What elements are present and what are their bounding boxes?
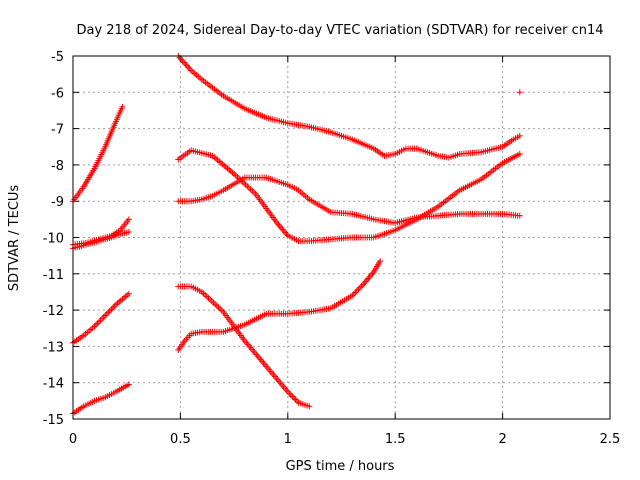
y-tick-label: -12	[43, 304, 64, 319]
series-track-8	[175, 174, 523, 226]
y-tick-label: -11	[43, 268, 64, 283]
data-point	[516, 151, 523, 158]
data-point	[125, 290, 132, 297]
series-track-11	[516, 89, 523, 96]
plot-frame	[72, 55, 611, 420]
x-tick-label: 0	[69, 432, 77, 447]
data-point	[306, 403, 313, 410]
y-tick-label: -8	[51, 159, 64, 174]
data-point	[125, 381, 132, 388]
series-track-5	[70, 381, 132, 417]
data-point	[119, 103, 126, 110]
y-tick-label: -5	[51, 50, 64, 65]
chart-title: Day 218 of 2024, Sidereal Day-to-day VTE…	[76, 23, 603, 38]
y-tick-label: -7	[51, 123, 64, 138]
data-point	[125, 216, 132, 223]
axis-ticks: 0 0.5 1 1.5 2 2.5 -5 -6 -7 -8 -9 -10 -11 -12 -13 -14 -15	[43, 50, 621, 447]
y-axis-label: SDTVAR / TECUs	[7, 185, 22, 292]
x-tick-label: 2	[498, 432, 506, 447]
series-track-9	[175, 283, 313, 410]
data-point	[516, 89, 523, 96]
y-tick-label: -15	[43, 413, 64, 428]
y-tick-label: -14	[43, 377, 64, 392]
data-point	[516, 132, 523, 139]
series-track-6	[175, 53, 523, 161]
data-point	[516, 212, 523, 219]
x-tick-label: 1	[284, 432, 292, 447]
series-track-1	[70, 103, 126, 205]
x-tick-label: 1.5	[385, 432, 406, 447]
y-tick-label: -10	[43, 232, 64, 247]
series-track-10	[175, 258, 384, 354]
data-point	[125, 229, 132, 236]
x-tick-label: 2.5	[600, 432, 621, 447]
y-tick-label: -9	[51, 195, 64, 210]
y-tick-label: -13	[43, 340, 64, 355]
x-tick-label: 0.5	[170, 432, 191, 447]
x-axis-label: GPS time / hours	[286, 459, 395, 474]
data-point	[377, 258, 384, 265]
y-tick-label: -6	[51, 86, 64, 101]
